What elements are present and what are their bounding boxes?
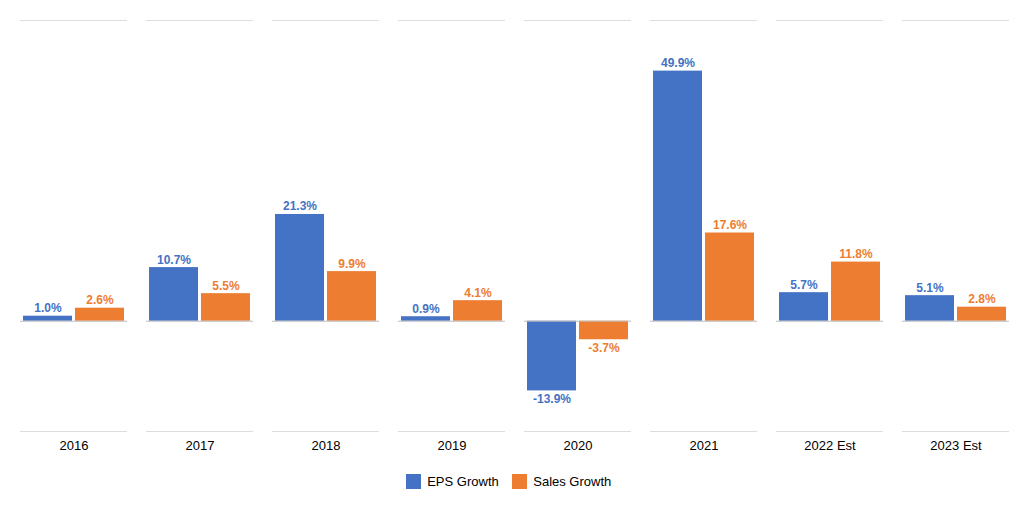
svg-text:4.1%: 4.1% <box>464 286 492 300</box>
svg-text:21.3%: 21.3% <box>283 199 317 213</box>
svg-text:2023 Est: 2023 Est <box>930 438 982 453</box>
svg-text:-3.7%: -3.7% <box>588 341 620 355</box>
svg-text:-13.9%: -13.9% <box>533 392 571 406</box>
svg-text:10.7%: 10.7% <box>157 253 191 267</box>
svg-text:2.8%: 2.8% <box>968 292 996 306</box>
svg-text:5.7%: 5.7% <box>790 278 818 292</box>
svg-text:1.0%: 1.0% <box>34 301 62 315</box>
svg-text:2019: 2019 <box>438 438 467 453</box>
svg-text:17.6%: 17.6% <box>713 218 747 232</box>
svg-text:2021: 2021 <box>690 438 719 453</box>
svg-text:2018: 2018 <box>312 438 341 453</box>
html-text:EPS Growth: EPS Growth <box>427 474 499 489</box>
svg-text:0.9%: 0.9% <box>412 302 440 316</box>
svg-text:2.6%: 2.6% <box>86 293 114 307</box>
svg-text:11.8%: 11.8% <box>839 247 873 261</box>
svg-text:2016: 2016 <box>60 438 89 453</box>
svg-text:49.9%: 49.9% <box>661 56 695 70</box>
svg-text:5.1%: 5.1% <box>916 281 944 295</box>
html-text:Sales Growth: Sales Growth <box>533 474 612 489</box>
svg-text:2017: 2017 <box>186 438 215 453</box>
svg-text:5.5%: 5.5% <box>212 279 240 293</box>
svg-text:2020: 2020 <box>564 438 593 453</box>
svg-text:2022 Est: 2022 Est <box>804 438 856 453</box>
svg-text:9.9%: 9.9% <box>338 257 366 271</box>
